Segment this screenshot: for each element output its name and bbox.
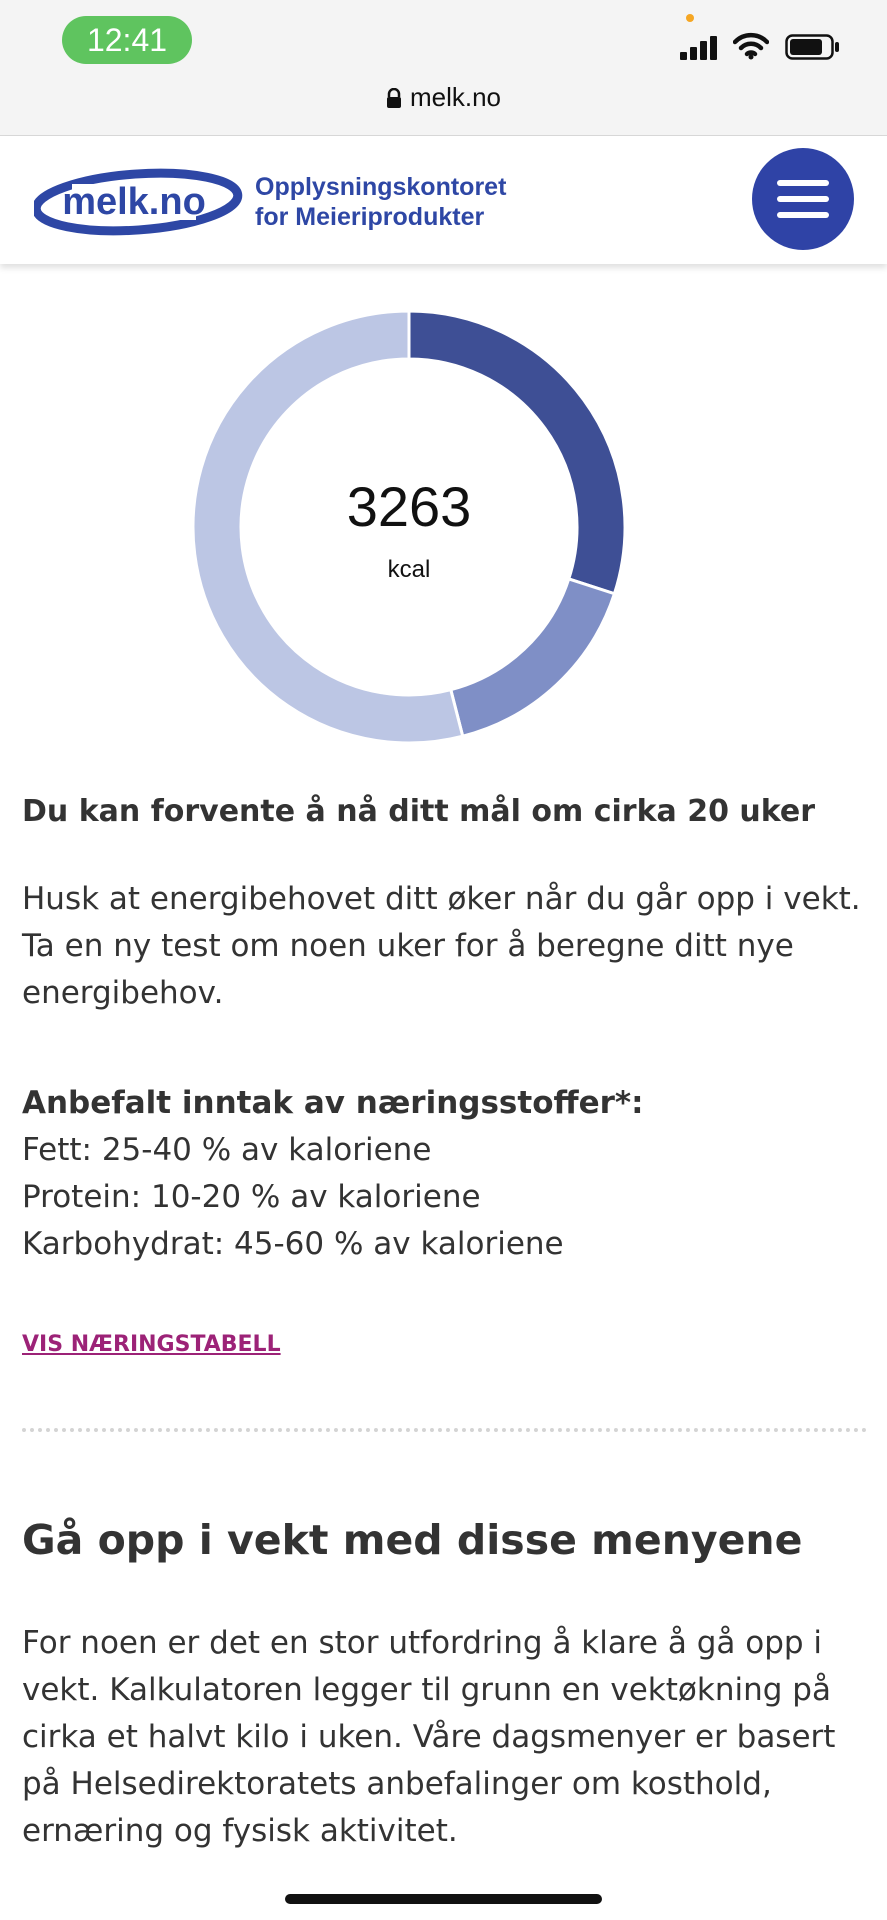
donut-slice-3 (192, 310, 465, 744)
calorie-unit: kcal (387, 556, 431, 583)
battery-icon (785, 34, 839, 60)
organization-name: Opplysningskontoret for Meieriprodukter (255, 172, 506, 232)
site-header: melk.no Opplysningskontoret for Meieripr… (0, 136, 887, 264)
signal-icon (680, 36, 717, 60)
dotted-divider (22, 1428, 867, 1432)
nutrient-heading: Anbefalt inntak av næringsstoffer*: (22, 1085, 644, 1121)
lock-icon (386, 87, 401, 108)
privacy-indicator-dot (686, 14, 694, 22)
donut-slice-1 (407, 310, 626, 596)
url-text: melk.no (409, 82, 502, 112)
calorie-donut-chart (192, 310, 626, 744)
status-bar: 12:41 melk.no (0, 0, 887, 136)
org-line-1: Opplysningskontoret (255, 173, 507, 201)
status-time: 12:41 (62, 16, 192, 64)
donut-slice-2 (448, 577, 617, 739)
nutrient-fat: Fett: 25-40 % av kaloriene (22, 1132, 432, 1168)
address-bar[interactable]: melk.no (0, 82, 887, 113)
hamburger-menu-icon[interactable] (752, 148, 854, 250)
home-indicator[interactable] (285, 1894, 602, 1904)
logo-text: melk.no (62, 181, 206, 223)
goal-heading: Du kan forvente å nå ditt mål om cirka 2… (22, 794, 816, 829)
nutrient-recommendations: Anbefalt inntak av næringsstoffer*: Fett… (22, 1080, 867, 1268)
calorie-value: 3263 (346, 475, 472, 538)
show-nutrition-table-link[interactable]: VIS NÆRINGSTABELL (22, 1332, 281, 1357)
energy-note: Husk at energibehovet ditt øker når du g… (22, 881, 861, 1011)
nutrient-protein: Protein: 10-20 % av kaloriene (22, 1179, 481, 1215)
menus-section-heading: Gå opp i vekt med disse menyene (22, 1516, 803, 1564)
org-line-2: for Meieriprodukter (255, 203, 485, 231)
melk-logo[interactable]: melk.no (34, 166, 244, 236)
nutrient-carbohydrate: Karbohydrat: 45-60 % av kaloriene (22, 1226, 564, 1262)
wifi-icon (733, 32, 769, 60)
menus-section-text: For noen er det en stor utfordring å kla… (22, 1625, 836, 1849)
